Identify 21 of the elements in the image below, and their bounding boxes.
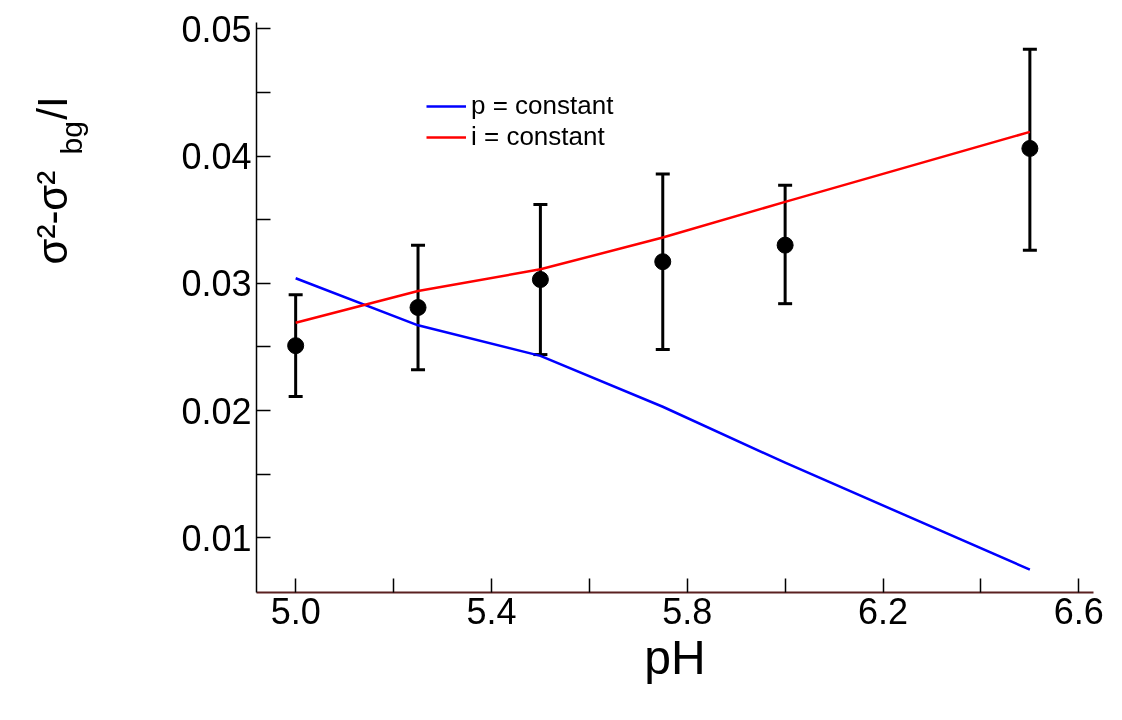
x-tick-label: 6.2 [858,590,909,632]
y-tick-label: 0.04 [181,136,252,178]
legend-label: i = constant [471,121,605,152]
point [776,236,794,254]
point [1021,139,1039,157]
y-tick-label: 0.03 [181,263,252,305]
x-tick-label: 5.4 [466,590,517,632]
point [531,271,549,288]
point [409,299,427,316]
x-tick-label: 6.6 [1053,590,1104,632]
legend-label: p = constant [471,90,614,121]
point [287,337,305,355]
y-tick-label: 0.02 [181,390,252,432]
x-tick-label: 5.0 [270,590,321,632]
point [654,253,672,271]
x-tick-label: 5.8 [662,590,713,632]
y-tick-label: 0.05 [181,8,252,50]
y-axis-title: σ²-σ²bg/I [28,96,88,265]
x-axis-title: pH [644,630,706,684]
line-series [294,276,1032,571]
y-tick-label: 0.01 [181,517,252,559]
